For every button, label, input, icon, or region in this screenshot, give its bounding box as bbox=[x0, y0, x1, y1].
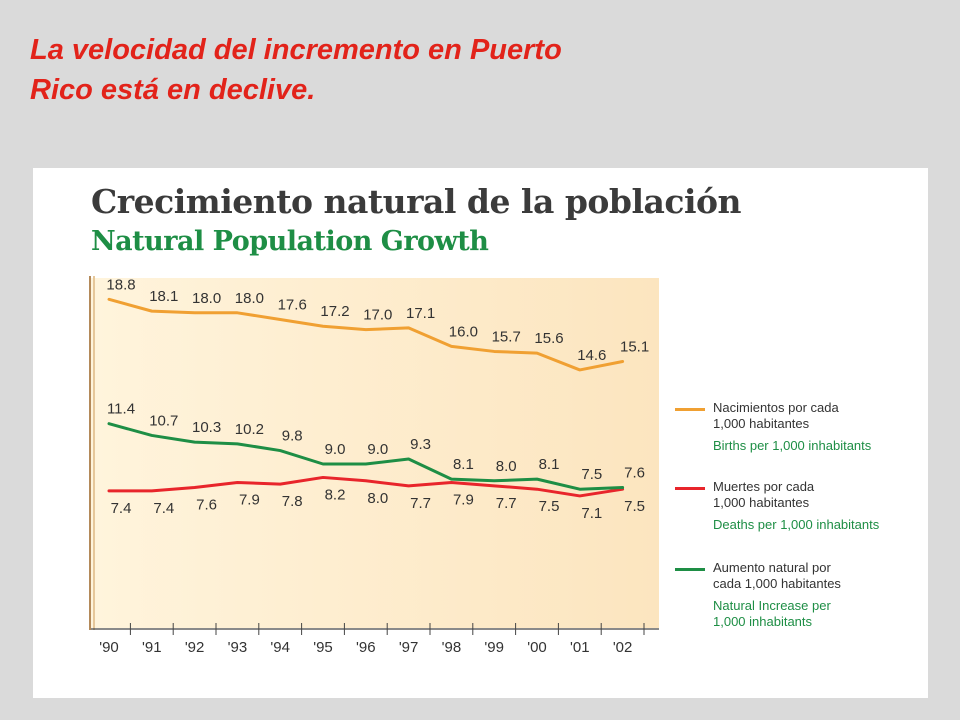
data-label-increase-9: 8.0 bbox=[496, 458, 517, 475]
data-label-increase-10: 8.1 bbox=[539, 456, 560, 473]
data-label-deaths-12: 7.5 bbox=[624, 498, 645, 515]
slide-title-line-2: Rico está en declive. bbox=[30, 74, 316, 107]
data-label-births-0: 18.8 bbox=[106, 276, 135, 293]
data-label-births-5: 17.2 bbox=[320, 303, 349, 320]
data-label-deaths-5: 8.2 bbox=[325, 486, 346, 503]
data-label-increase-6: 9.0 bbox=[367, 441, 388, 458]
x-tick-label-6: '96 bbox=[356, 639, 376, 656]
slide-title-line-1: La velocidad del incremento en Puerto bbox=[30, 34, 562, 66]
legend-swatch-increase bbox=[675, 568, 705, 571]
legend-label-increase-en: Natural Increase per 1,000 inhabitants bbox=[713, 598, 831, 629]
data-label-deaths-10: 7.5 bbox=[539, 498, 560, 515]
data-label-deaths-11: 7.1 bbox=[581, 505, 602, 522]
data-label-births-6: 17.0 bbox=[363, 307, 392, 324]
series-line-births bbox=[107, 297, 625, 372]
data-label-deaths-9: 7.7 bbox=[496, 495, 517, 512]
data-label-increase-2: 10.3 bbox=[192, 419, 221, 436]
data-label-births-2: 18.0 bbox=[192, 290, 221, 307]
chart-title: Crecimiento natural de la población bbox=[91, 182, 742, 221]
series-line-deaths bbox=[107, 475, 625, 498]
data-label-births-4: 17.6 bbox=[278, 297, 307, 314]
data-label-births-10: 15.6 bbox=[534, 330, 563, 347]
data-label-births-3: 18.0 bbox=[235, 290, 264, 307]
data-label-deaths-3: 7.9 bbox=[239, 491, 260, 508]
legend-swatch-deaths bbox=[675, 487, 705, 490]
x-tick-label-7: '97 bbox=[399, 639, 419, 656]
x-tick-label-8: '98 bbox=[442, 639, 462, 656]
data-label-births-9: 15.7 bbox=[492, 328, 521, 345]
x-tick-label-0: '90 bbox=[99, 639, 119, 656]
data-label-deaths-2: 7.6 bbox=[196, 497, 217, 514]
data-label-deaths-8: 7.9 bbox=[453, 491, 474, 508]
legend-label-deaths-en: Deaths per 1,000 inhabitants bbox=[713, 517, 880, 532]
data-label-deaths-6: 8.0 bbox=[367, 490, 388, 507]
x-tick-label-11: '01 bbox=[570, 639, 590, 656]
legend-label-increase: Aumento natural por cada 1,000 habitante… bbox=[713, 560, 841, 591]
data-label-increase-11: 7.5 bbox=[581, 466, 602, 483]
legend-label-births: Nacimientos por cada 1,000 habitantes bbox=[713, 400, 839, 431]
data-label-increase-5: 9.0 bbox=[325, 441, 346, 458]
x-tick-label-10: '00 bbox=[527, 639, 547, 656]
x-tick-label-4: '94 bbox=[270, 639, 290, 656]
data-label-increase-8: 8.1 bbox=[453, 456, 474, 473]
x-tick-label-5: '95 bbox=[313, 639, 333, 656]
data-label-births-8: 16.0 bbox=[449, 323, 478, 340]
data-label-births-7: 17.1 bbox=[406, 305, 435, 322]
legend-label-deaths: Muertes por cada 1,000 habitantes bbox=[713, 479, 815, 510]
chart-subtitle: Natural Population Growth bbox=[91, 226, 489, 257]
data-label-births-12: 15.1 bbox=[620, 339, 649, 356]
x-tick-label-2: '92 bbox=[185, 639, 205, 656]
x-tick-label-12: '02 bbox=[613, 639, 633, 656]
x-tick-label-3: '93 bbox=[228, 639, 248, 656]
data-label-increase-0: 11.4 bbox=[107, 401, 135, 418]
x-tick-label-9: '99 bbox=[484, 639, 504, 656]
x-tick-label-1: '91 bbox=[142, 639, 162, 656]
data-label-deaths-7: 7.7 bbox=[410, 495, 431, 512]
data-label-deaths-1: 7.4 bbox=[153, 500, 174, 517]
plot-background bbox=[91, 278, 659, 628]
legend-swatch-births bbox=[675, 408, 705, 411]
data-label-increase-7: 9.3 bbox=[410, 436, 431, 453]
data-label-increase-4: 9.8 bbox=[282, 428, 303, 445]
data-label-deaths-0: 7.4 bbox=[111, 500, 132, 517]
legend-label-births-en: Births per 1,000 inhabitants bbox=[713, 438, 872, 453]
data-label-increase-12: 7.6 bbox=[624, 465, 645, 482]
data-label-births-1: 18.1 bbox=[149, 288, 178, 305]
data-label-increase-3: 10.2 bbox=[235, 421, 264, 438]
data-label-births-11: 14.6 bbox=[577, 347, 606, 364]
slide-title: La velocidad del incremento en Puerto Ri… bbox=[30, 30, 790, 110]
line-chart: '90 '91 '92 '93 '94 '95 '96 '97 '98 '99 '00 '01 '02 1… bbox=[89, 276, 659, 656]
series-line-increase bbox=[107, 422, 625, 491]
data-label-increase-1: 10.7 bbox=[149, 412, 178, 429]
data-label-deaths-4: 7.8 bbox=[282, 493, 303, 510]
chart-panel: Crecimiento natural de la población Natu… bbox=[33, 168, 928, 698]
